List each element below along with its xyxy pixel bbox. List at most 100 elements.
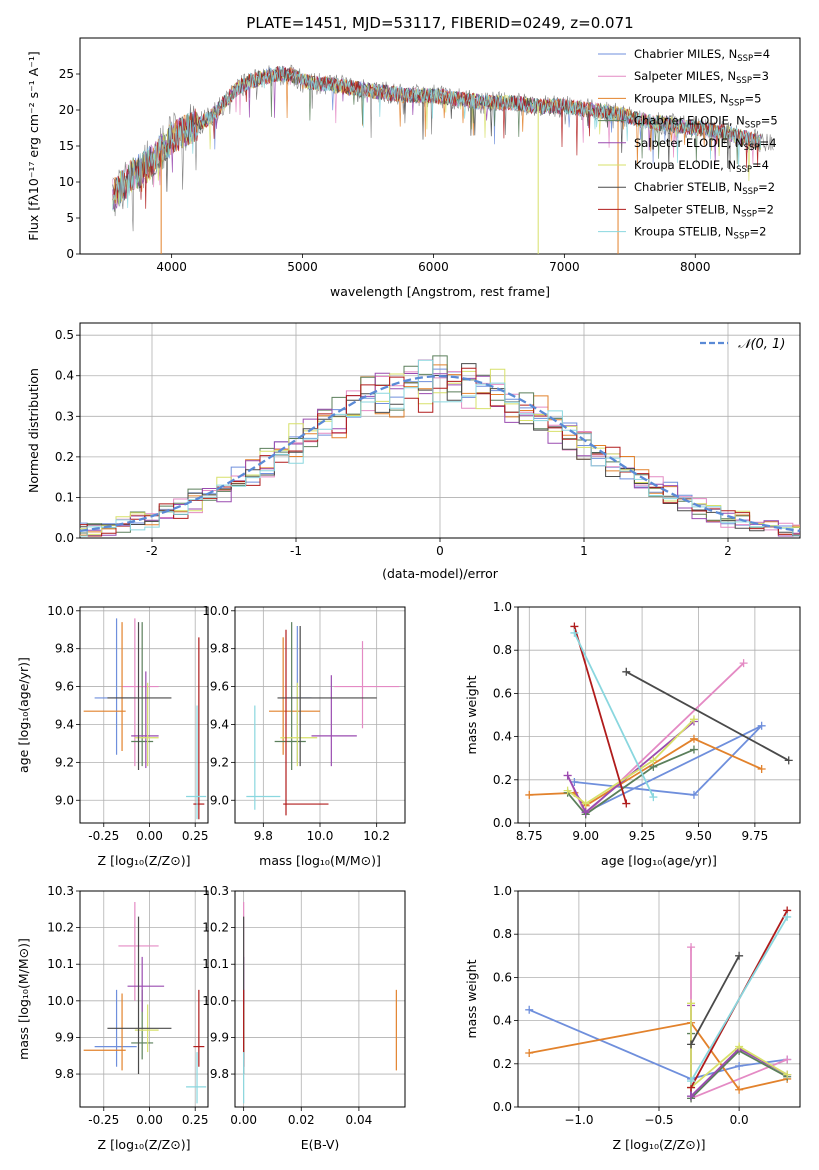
x-tick-label: 10.0: [307, 829, 334, 843]
errorbar-point-salpeter-elodie: [131, 671, 159, 769]
weight-marker: [783, 912, 792, 921]
x-tick-label: 0.04: [346, 1113, 373, 1127]
weight-marker: [570, 628, 579, 637]
weight_vs_age-axes: 8.75 9.00 9.25 9.50 9.75 0.0 0.2 0.4 0.6 0.8 1.0: [493, 600, 801, 843]
residuals-ylabel: Normed distribution: [26, 368, 41, 493]
x-tick-label: 0: [436, 544, 444, 558]
legend-label-reference: 𝒩(0, 1): [738, 337, 785, 352]
weight-marker: [689, 745, 698, 754]
mass_vs_Z-xlabel: Z [log₁₀(Z/Z⊙)]: [98, 1137, 191, 1152]
errorbar-point-chabrier-stelib: [277, 625, 377, 767]
residual-hist-salpeter-elodie: [80, 372, 800, 537]
weight-line-salpeter-elodie: [566, 720, 695, 814]
y-tick-label: 0.0: [493, 816, 512, 830]
x-tick-label: −0.5: [644, 1113, 673, 1127]
y-tick-label: 9.8: [210, 642, 229, 656]
x-tick-label: 8000: [680, 260, 711, 274]
errorbar-point-salpeter-miles: [334, 641, 400, 729]
weight-line-chabrier-elodie: [566, 748, 695, 816]
weight-marker: [687, 943, 696, 952]
y-tick-label: 9.6: [210, 680, 229, 694]
errorbar-point-kroupa-stelib: [246, 705, 281, 810]
x-tick-label: -0.25: [88, 829, 119, 843]
y-tick-label: 0.4: [55, 369, 74, 383]
residual-hist-kroupa-stelib: [80, 359, 800, 537]
y-tick-label: 10.2: [47, 921, 74, 935]
y-tick-label: 15: [59, 139, 74, 153]
spectrum-xlabel: wavelength [Angstrom, rest frame]: [330, 284, 550, 299]
y-tick-label: 0.8: [493, 927, 512, 941]
weight-marker: [687, 999, 696, 1008]
y-tick-label: 10.0: [47, 994, 74, 1008]
x-tick-label: 7000: [549, 260, 580, 274]
errorbar-point-salpeter-elodie: [311, 675, 357, 767]
weight-line-kroupa-miles: [529, 1021, 788, 1091]
y-tick-label: 9.2: [210, 755, 229, 769]
y-tick-label: 10.1: [202, 957, 229, 971]
x-tick-label: 2: [724, 544, 732, 558]
residual-hist-chabrier-stelib: [80, 363, 800, 537]
spectrum-legend: Chabrier MILES, NSSP=4 Salpeter MILES, NS…: [598, 47, 778, 242]
weight-line-chabrier-miles: [528, 1008, 788, 1080]
x-tick-label: -2: [146, 544, 158, 558]
mass_vs_Z-ylabel: mass [log₁₀(M/M⊙)]: [16, 938, 31, 1060]
residual-hist-salpeter-miles: [80, 359, 800, 537]
weight-marker: [735, 1085, 744, 1094]
weight-marker: [525, 1049, 534, 1057]
y-tick-label: 1.0: [493, 884, 512, 898]
x-tick-label: 0.02: [288, 1113, 315, 1127]
y-tick-label: 0.6: [493, 970, 512, 984]
x-tick-label: -0.25: [88, 1113, 119, 1127]
errorbar-point-salpeter-stelib: [193, 637, 205, 820]
weight_vs_age-xlabel: age [log₁₀(age/yr)]: [601, 853, 717, 868]
y-tick-label: 9.9: [55, 1030, 74, 1044]
weight-marker: [739, 659, 748, 668]
weight-line-salpeter-stelib: [573, 626, 628, 804]
residuals-xlabel: (data-model)/error: [382, 566, 499, 581]
mass_vs_Z-frame: [79, 890, 209, 1108]
age_vs_Z-axes: -0.25 0.00 0.25 9.0 9.2 9.4 9.6 9.8 10.0: [47, 604, 208, 843]
x-tick-label: 0.00: [136, 829, 163, 843]
weight-marker: [757, 721, 766, 730]
weight-marker: [735, 1061, 744, 1070]
x-tick-label: 8.75: [516, 829, 543, 843]
mass_vs_Z-errorbars: [83, 901, 207, 1104]
errorbar-point-kroupa-stelib: [186, 705, 207, 820]
age_vs_Z-errorbars: [83, 618, 207, 820]
weight-marker: [689, 734, 698, 743]
y-tick-label: 0.2: [493, 1057, 512, 1071]
mass_vs_Z-axes: -0.25 0.00 0.25 9.8 9.9 10.0 10.1 10.2 10.3: [47, 884, 208, 1127]
age_vs_mass-xlabel: mass [log₁₀(M/M⊙)]: [259, 853, 381, 868]
x-tick-label: −1.0: [564, 1113, 593, 1127]
y-tick-label: 5: [66, 211, 74, 225]
y-tick-label: 0.2: [493, 773, 512, 787]
y-tick-label: 0.5: [55, 328, 74, 342]
y-tick-label: 25: [59, 67, 74, 81]
weight_vs_Z-lines: [525, 906, 792, 1103]
errorbar-point-kroupa-stelib: [186, 1052, 207, 1104]
legend-label: Kroupa STELIB, NSSP=2: [634, 225, 766, 242]
weight-marker: [622, 667, 631, 676]
weight-marker: [735, 1042, 744, 1051]
mass_vs_ebv-frame: [234, 890, 406, 1108]
x-tick-label: 0.25: [182, 829, 209, 843]
errorbar-point-chabrier-elodie: [131, 622, 154, 767]
weight-line-chabrier-miles: [574, 724, 763, 814]
age_vs_Z-frame: [79, 606, 209, 824]
weight_vs_Z-axes: −1.0 −0.5 0.0 0.0 0.2 0.4 0.6 0.8 1.0: [493, 884, 801, 1127]
y-tick-label: 9.4: [55, 717, 74, 731]
y-tick-label: 0.8: [493, 643, 512, 657]
legend-label: Salpeter STELIB, NSSP=2: [634, 202, 774, 219]
errorbar-point-chabrier-stelib: [107, 622, 172, 770]
y-tick-label: 0.0: [55, 531, 74, 545]
y-tick-label: 9.0: [55, 793, 74, 807]
residual-hist-chabrier-elodie: [80, 355, 800, 537]
y-tick-label: 10.2: [202, 921, 229, 935]
weight-marker: [757, 765, 766, 773]
x-tick-label: 1: [580, 544, 588, 558]
errorbar-point-kroupa-miles: [83, 622, 126, 751]
weight-marker: [581, 799, 590, 808]
errorbar-point-salpeter-elodie: [127, 956, 165, 1012]
weight-marker: [649, 756, 658, 765]
x-tick-label: 9.75: [742, 829, 769, 843]
